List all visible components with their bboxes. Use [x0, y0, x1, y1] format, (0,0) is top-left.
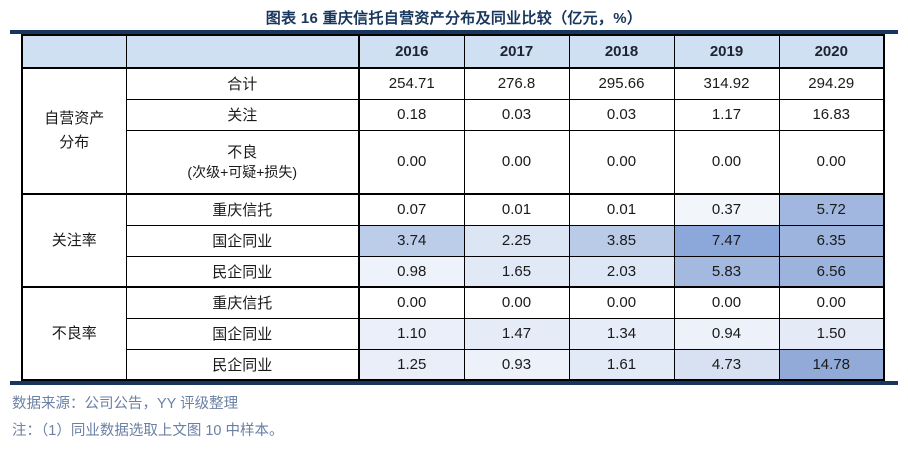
- group-cell-npl-ratio: 不良率: [21, 286, 127, 381]
- value-cell: 0.01: [463, 193, 570, 226]
- table-row: 关注 0.18 0.03 0.03 1.17 16.83: [22, 98, 885, 131]
- row-label: 民企同业: [125, 348, 360, 381]
- column-header-2018: 2018: [568, 34, 675, 69]
- value-cell: 294.29: [778, 67, 885, 100]
- value-cell: 16.83: [778, 98, 885, 131]
- value-cell: 0.03: [463, 98, 570, 131]
- value-cell: 0.00: [358, 129, 465, 195]
- value-cell: 1.10: [358, 317, 465, 350]
- value-cell: 0.00: [778, 129, 885, 195]
- group-cell-attention-ratio: 关注率: [21, 193, 127, 288]
- value-cell: 0.98: [358, 255, 465, 288]
- value-cell: 1.65: [463, 255, 570, 288]
- figure-title: 图表 16 重庆信托自营资产分布及同业比较（亿元，%）: [265, 10, 643, 27]
- value-cell: 2.03: [568, 255, 675, 288]
- value-cell: 6.35: [778, 224, 885, 257]
- header-empty-cell: [21, 34, 127, 69]
- data-source-line: 数据来源：公司公告，YY 评级整理: [12, 396, 239, 412]
- value-cell: 1.47: [463, 317, 570, 350]
- value-cell: 2.25: [463, 224, 570, 257]
- column-header-2017: 2017: [463, 34, 570, 69]
- value-cell: 6.56: [778, 255, 885, 288]
- top-rule: [10, 30, 898, 34]
- footnote-line: 注：（1）同业数据选取上文图 10 中样本。: [12, 423, 284, 439]
- table-row: 不良 (次级+可疑+损失) 0.00 0.00 0.00 0.00 0.00: [22, 129, 885, 195]
- row-label: 国企同业: [125, 224, 360, 257]
- table-row: 民企同业 0.98 1.65 2.03 5.83 6.56: [22, 255, 885, 288]
- value-cell: 0.00: [463, 129, 570, 195]
- value-cell: 1.61: [568, 348, 675, 381]
- row-label: 合计: [125, 67, 360, 100]
- value-cell: 0.03: [568, 98, 675, 131]
- table-row: 关注率 重庆信托 0.07 0.01 0.01 0.37 5.72: [21, 193, 885, 288]
- row-label-main: 不良: [227, 143, 258, 161]
- value-cell: 7.47: [673, 224, 780, 257]
- value-cell: 0.00: [463, 286, 570, 319]
- value-cell: 0.00: [673, 129, 780, 195]
- value-cell: 0.07: [358, 193, 465, 226]
- row-label: 民企同业: [125, 255, 360, 288]
- value-cell: 1.17: [673, 98, 780, 131]
- value-cell: 3.74: [358, 224, 465, 257]
- row-label: 国企同业: [125, 317, 360, 350]
- group-cell-asset-distribution: 自营资产分布: [21, 67, 127, 195]
- column-header-2016: 2016: [358, 34, 465, 69]
- value-cell: 276.8: [463, 67, 570, 100]
- value-cell: 0.00: [778, 286, 885, 319]
- header-empty-cell: [125, 34, 360, 69]
- value-cell: 14.78: [778, 348, 885, 381]
- table-row: 民企同业 1.25 0.93 1.61 4.73 14.78: [22, 348, 885, 381]
- row-label: 不良 (次级+可疑+损失): [125, 129, 360, 195]
- row-label: 关注: [125, 98, 360, 131]
- header-row: 2016 2017 2018 2019 2020: [21, 34, 885, 69]
- table-row: 国企同业 1.10 1.47 1.34 0.94 1.50: [22, 317, 885, 350]
- bottom-rule: [10, 381, 898, 385]
- column-header-2020: 2020: [778, 34, 885, 69]
- row-label-sub: (次级+可疑+损失): [187, 163, 298, 180]
- value-cell: 5.83: [673, 255, 780, 288]
- value-cell: 0.00: [568, 129, 675, 195]
- value-cell: 295.66: [568, 67, 675, 100]
- table-row: 自营资产分布 合计 254.71 276.8 295.66 314.92 294…: [21, 67, 885, 195]
- value-cell: 3.85: [568, 224, 675, 257]
- column-header-2019: 2019: [673, 34, 780, 69]
- value-cell: 4.73: [673, 348, 780, 381]
- table-row: 不良率 重庆信托 0.00 0.00 0.00 0.00 0.00: [21, 286, 885, 381]
- value-cell: 0.37: [673, 193, 780, 226]
- value-cell: 0.94: [673, 317, 780, 350]
- value-cell: 1.25: [358, 348, 465, 381]
- value-cell: 0.01: [568, 193, 675, 226]
- value-cell: 1.50: [778, 317, 885, 350]
- value-cell: 1.34: [568, 317, 675, 350]
- value-cell: 0.00: [673, 286, 780, 319]
- value-cell: 0.18: [358, 98, 465, 131]
- value-cell: 314.92: [673, 67, 780, 100]
- row-label: 重庆信托: [125, 286, 360, 319]
- value-cell: 0.00: [358, 286, 465, 319]
- row-label: 重庆信托: [125, 193, 360, 226]
- value-cell: 0.00: [568, 286, 675, 319]
- figure-footer: 数据来源：公司公告，YY 评级整理 注：（1）同业数据选取上文图 10 中样本。: [12, 392, 908, 443]
- table-row: 国企同业 3.74 2.25 3.85 7.47 6.35: [22, 224, 885, 257]
- data-table: 2016 2017 2018 2019 2020 自营资产分布 合计 254.7…: [21, 34, 885, 381]
- value-cell: 254.71: [358, 67, 465, 100]
- value-cell: 0.93: [463, 348, 570, 381]
- value-cell: 5.72: [778, 193, 885, 226]
